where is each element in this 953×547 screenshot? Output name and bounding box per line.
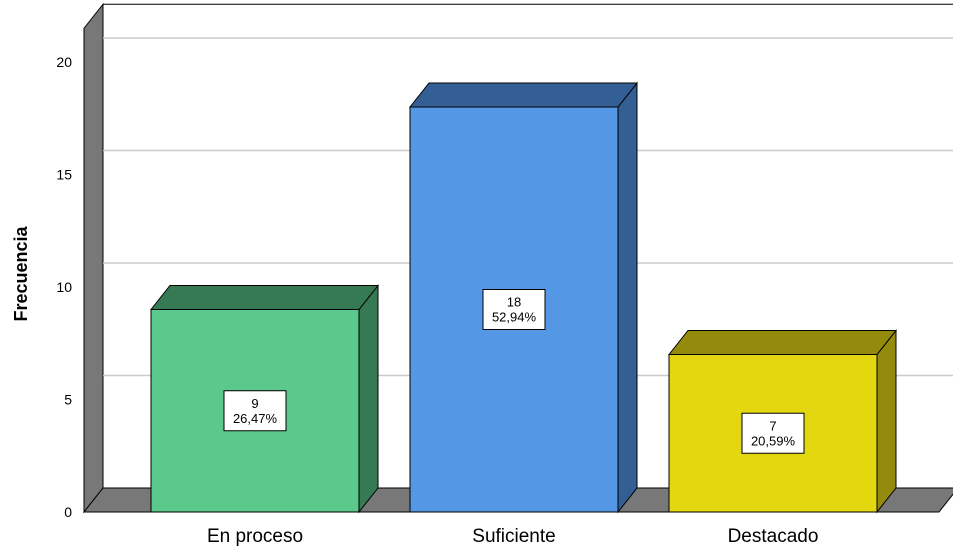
bar-side [358, 284, 379, 514]
bar-top [408, 82, 639, 108]
y-tick-label: 5 [64, 392, 72, 408]
data-label-box [223, 390, 287, 432]
x-axis-ticks: En proceso Suficiente Destacado [207, 526, 818, 547]
bar-top [667, 330, 898, 355]
data-label-box [482, 289, 546, 330]
bar-side [617, 81, 638, 514]
data-label-count: 9 [251, 396, 258, 411]
x-tick-label: Destacado [728, 526, 819, 547]
x-tick-label: En proceso [207, 526, 303, 547]
data-label-count: 7 [769, 418, 776, 433]
x-tick-label: Suficiente [472, 526, 555, 547]
bar-side [876, 329, 897, 514]
y-tick-label: 0 [64, 504, 72, 520]
y-axis-ticks: 0 5 10 15 20 [56, 54, 72, 520]
y-tick-label: 20 [56, 54, 72, 70]
data-label-count: 18 [507, 295, 521, 310]
y-axis-label: Frecuencia [11, 225, 31, 321]
bar-en-proceso: 926,47% [149, 284, 380, 514]
bar-top [149, 285, 380, 310]
data-label-percent: 20,59% [751, 433, 796, 448]
data-label-box [741, 412, 805, 454]
data-label-percent: 52,94% [492, 310, 537, 325]
bar-destacado: 720,59% [667, 329, 898, 514]
y-tick-label: 15 [56, 167, 72, 183]
y-tick-label: 10 [56, 279, 72, 295]
left-wall [83, 2, 104, 514]
data-label-percent: 26,47% [233, 411, 278, 426]
